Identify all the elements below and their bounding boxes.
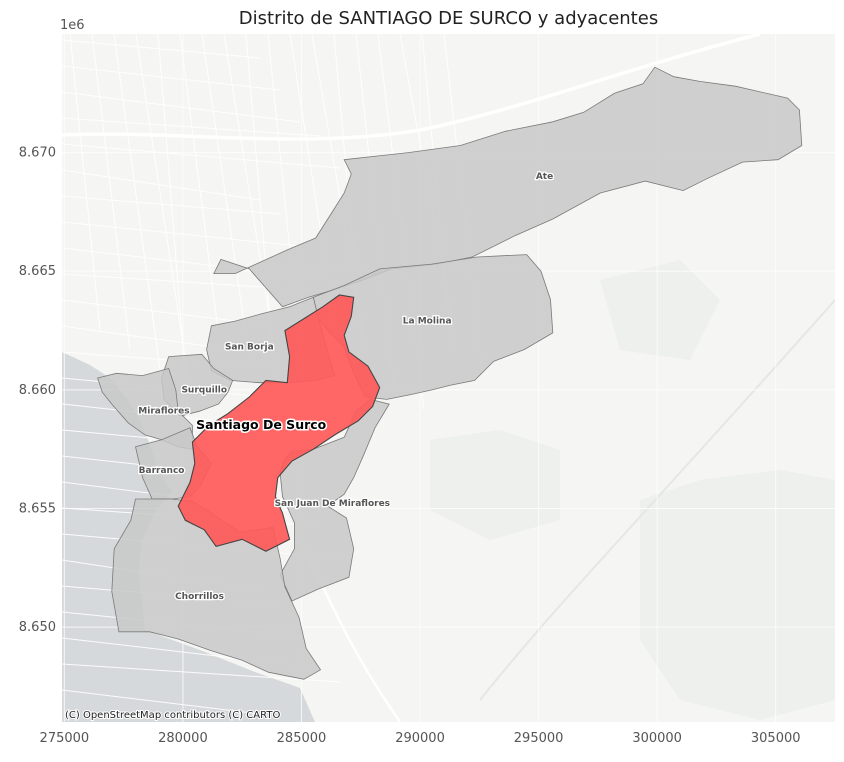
street-line bbox=[69, 34, 101, 331]
x-axis-tick-labels: 275000 280000 285000 290000 295000 300000 3050… bbox=[40, 731, 801, 746]
district-label-surquillo: Surquillo bbox=[181, 385, 227, 395]
y-tick-label: 8.665 bbox=[19, 264, 56, 279]
district-label-ate: Ate bbox=[536, 172, 553, 182]
y-axis-tick-labels: 8.650 8.655 8.660 8.665 8.670 bbox=[19, 146, 56, 635]
district-label-san-borja: San Borja bbox=[225, 343, 274, 353]
y-tick-label: 8.670 bbox=[19, 146, 56, 161]
map-attribution: (C) OpenStreetMap contributors (C) CARTO bbox=[65, 710, 280, 721]
street-line bbox=[62, 169, 261, 201]
plot-area[interactable]: Ate La Molina San Borja Surquillo Miraflores… bbox=[62, 34, 835, 722]
street-line bbox=[62, 299, 261, 325]
y-axis-offset-label: 1e6 bbox=[60, 18, 85, 33]
y-tick-label: 8.660 bbox=[19, 383, 56, 398]
x-tick-label: 285000 bbox=[277, 731, 327, 746]
highway-line bbox=[479, 299, 835, 701]
street-line bbox=[62, 143, 341, 169]
street-line bbox=[62, 195, 281, 215]
street-line bbox=[62, 221, 301, 247]
street-line bbox=[62, 91, 301, 123]
district-label-san-juan-de-miraflores: San Juan De Miraflores bbox=[275, 499, 390, 509]
district-ate[interactable] bbox=[213, 66, 803, 308]
district-labels: Ate La Molina San Borja Surquillo Miraflores… bbox=[137, 171, 555, 604]
y-tick-label: 8.655 bbox=[19, 501, 56, 516]
street-line bbox=[113, 34, 161, 371]
street-line bbox=[62, 117, 321, 137]
x-tick-label: 305000 bbox=[751, 731, 801, 746]
green-area bbox=[640, 470, 835, 720]
street-line bbox=[62, 65, 281, 91]
street-line bbox=[91, 34, 131, 351]
street-line bbox=[201, 34, 249, 351]
district-label-chorrillos: Chorrillos bbox=[175, 592, 224, 602]
x-tick-label: 290000 bbox=[395, 731, 445, 746]
street-line bbox=[62, 689, 261, 715]
map-title: Distrito de SANTIAGO DE SURCO y adyacent… bbox=[239, 8, 658, 29]
street-line bbox=[62, 663, 341, 683]
district-polygons bbox=[97, 66, 803, 680]
x-tick-label: 295000 bbox=[514, 731, 564, 746]
x-tick-label: 280000 bbox=[158, 731, 208, 746]
green-area bbox=[600, 260, 720, 360]
district-label-la-molina: La Molina bbox=[403, 317, 452, 327]
district-label-santiago-de-surco: Santiago De Surco bbox=[196, 417, 327, 432]
district-label-barranco: Barranco bbox=[139, 466, 185, 476]
x-tick-label: 300000 bbox=[632, 731, 682, 746]
street-line bbox=[135, 34, 191, 391]
district-label-miraflores: Miraflores bbox=[138, 407, 189, 417]
green-area bbox=[430, 430, 560, 540]
x-tick-label: 275000 bbox=[40, 731, 90, 746]
street-line bbox=[179, 34, 219, 331]
y-tick-label: 8.650 bbox=[19, 620, 56, 635]
district-santiago-de-surco[interactable] bbox=[177, 294, 381, 552]
